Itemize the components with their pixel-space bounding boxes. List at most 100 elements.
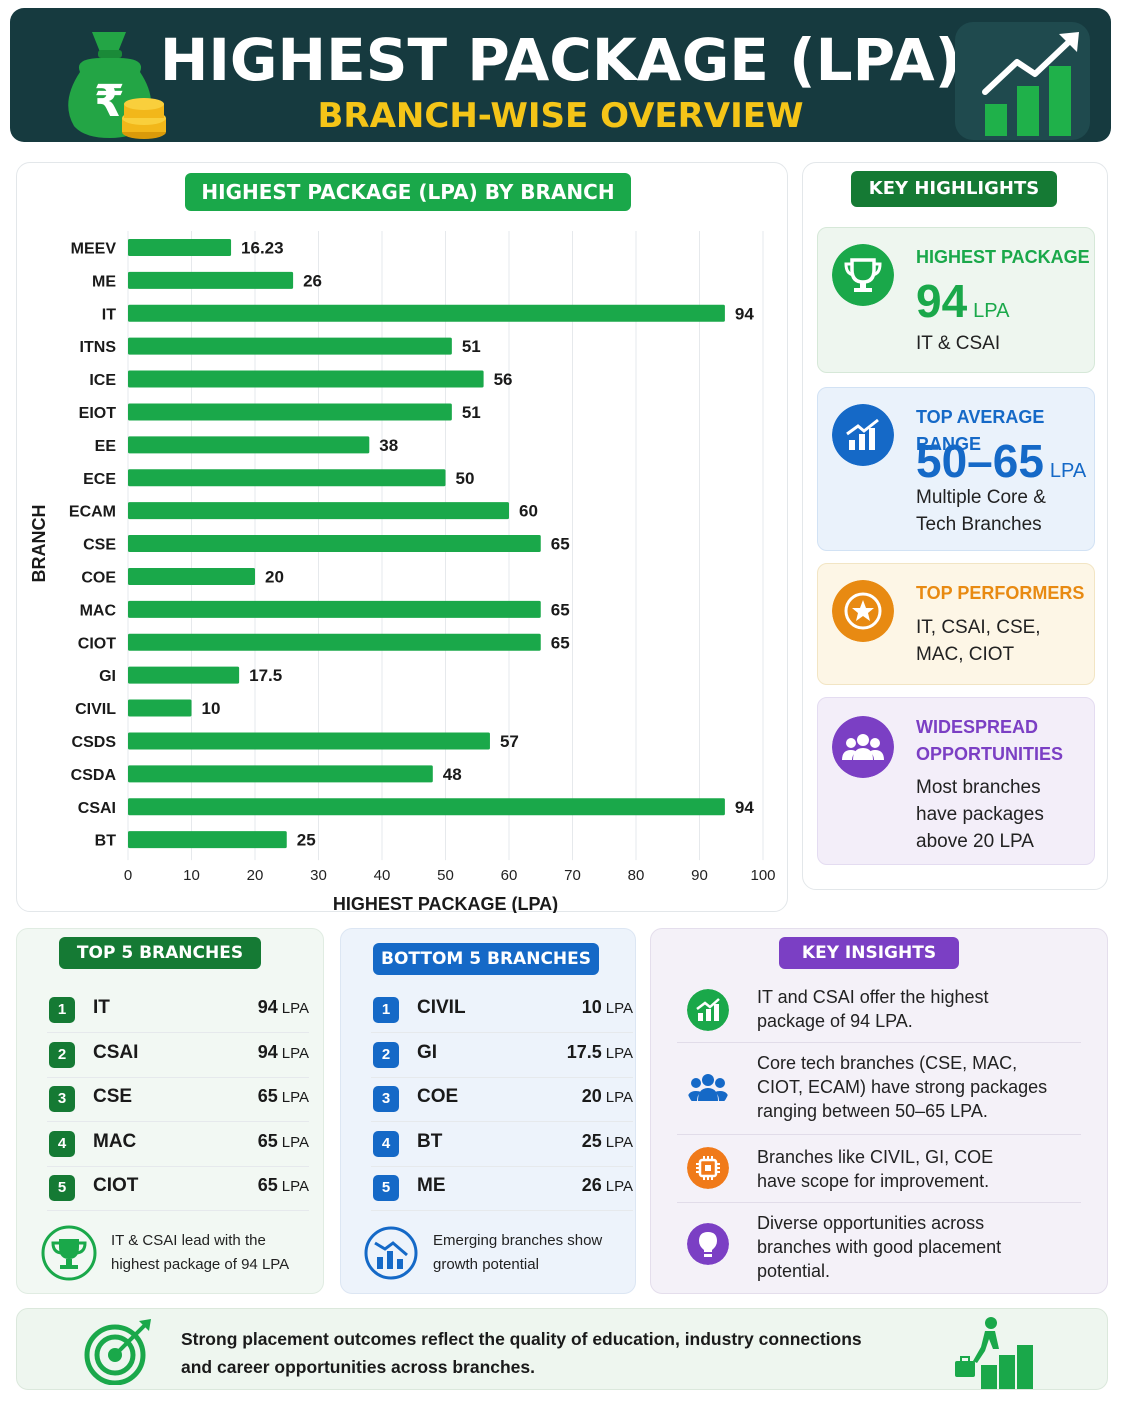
bar (128, 502, 509, 520)
x-tick-label: 0 (124, 867, 132, 884)
declining-chart-icon (364, 1226, 418, 1280)
footer-text: Strong placement outcomes reflect the qu… (181, 1329, 862, 1377)
y-tick-label: IT (102, 306, 116, 323)
package-value: 94 LPA (257, 997, 309, 1017)
data-label: 65 (551, 633, 570, 652)
bar-chart: 0 10 20 30 40 50 60 70 80 90 100 MEEV 16.23 ME 26 IT 94 I… (29, 231, 776, 913)
y-tick-label: GI (99, 668, 116, 685)
branch-name: BT (417, 1130, 443, 1152)
package-value: 25 LPA (581, 1130, 633, 1151)
page-subtitle: BRANCH-WISE OVERVIEW (317, 96, 804, 136)
branch-name: GI (417, 1041, 438, 1063)
highlights-panel: KEY HIGHLIGHTS HIGHEST PACKAGE 94 LPA IT … (802, 162, 1108, 890)
y-tick-label: ECAM (69, 504, 116, 521)
bar (128, 798, 725, 816)
trophy-icon (41, 1225, 97, 1281)
x-tick-label: 30 (310, 867, 327, 884)
bulb-icon (687, 1223, 729, 1265)
data-label: 16.23 (241, 238, 284, 257)
branch-name: CIOT (93, 1175, 139, 1196)
package-value: 94 LPA (257, 1041, 309, 1062)
y-tick-label: EE (95, 438, 117, 455)
data-label: 65 (551, 600, 570, 619)
top5-panel: TOP 5 BRANCHES 1 IT 94 LPA 2 CSAI 94 LPA 3 CSE 65 L… (16, 928, 324, 1294)
bar (128, 436, 370, 454)
y-tick-label: ECE (83, 471, 116, 488)
chart-up-icon (687, 989, 729, 1031)
chip-icon (687, 1147, 729, 1189)
branch-name: CIVIL (417, 997, 466, 1018)
bar (128, 831, 287, 849)
y-tick-label: CSE (83, 537, 116, 554)
branch-name: CSAI (93, 1041, 139, 1063)
highlight-heading: WIDESPREAD OPPORTUNITIES (916, 717, 1064, 764)
x-tick-label: 40 (374, 867, 391, 884)
growth-chart-icon (955, 22, 1090, 140)
top5-note: IT & CSAI lead with the highest package … (111, 1232, 290, 1273)
y-tick-label: BT (95, 833, 117, 850)
data-label: 10 (202, 699, 221, 718)
rank-number: 4 (373, 1130, 399, 1157)
insight-item: IT and CSAI offer the highest package of … (677, 979, 1081, 1043)
package-value: 26 LPA (581, 1175, 633, 1195)
bottom5-pill: BOTTOM 5 BRANCHES (373, 943, 599, 975)
money-bag-icon: ₹ (68, 32, 166, 139)
rank-number: 2 (373, 1041, 399, 1068)
package-value: 20 LPA (581, 1086, 633, 1106)
bar (128, 535, 541, 553)
highlight-value: 50–65 LPA (916, 435, 1087, 487)
footer-banner: Strong placement outcomes reflect the qu… (16, 1308, 1108, 1390)
highlight-heading: TOP AVERAGE RANGE (916, 407, 1045, 454)
bar (128, 403, 452, 421)
climbing-person-icon (955, 1317, 1033, 1389)
highlights-pill: KEY HIGHLIGHTS (851, 171, 1057, 207)
data-label: 56 (494, 370, 513, 389)
insight-item: Core tech branches (CSE, MAC, CIOT, ECAM)… (677, 1043, 1081, 1135)
bar (128, 699, 192, 717)
y-tick-label: ICE (89, 372, 116, 389)
data-label: 20 (265, 567, 284, 586)
y-tick-label: CSAI (78, 800, 116, 817)
insights-pill: KEY INSIGHTS (779, 937, 959, 969)
bar (128, 370, 484, 388)
highlight-body: Multiple Core & Tech Branches (916, 487, 1046, 535)
bar (128, 238, 232, 256)
data-label: 48 (443, 765, 462, 784)
branch-name: CSE (93, 1086, 133, 1107)
highlight-value: 94 LPA (916, 275, 1010, 327)
branch-name: COE (417, 1086, 459, 1107)
x-tick-label: 100 (750, 867, 775, 884)
x-tick-label: 60 (501, 867, 518, 884)
rank-number: 5 (373, 1175, 399, 1201)
rank-number: 1 (49, 997, 75, 1023)
data-label: 94 (735, 304, 754, 323)
y-tick-label: ITNS (80, 339, 117, 356)
y-tick-label: CSDS (72, 734, 117, 751)
data-label: 50 (456, 469, 475, 488)
x-tick-label: 20 (247, 867, 264, 884)
highlight-body: Most branches have packages above 20 LPA (916, 777, 1044, 852)
header-banner: ₹ HIGHEST PACKAGE (LPA) BRANCH-WISE OVER… (10, 8, 1111, 142)
top5-pill: TOP 5 BRANCHES (59, 937, 261, 969)
highlight-heading: TOP PERFORMERS (916, 583, 1085, 603)
bottom5-note: Emerging branches show growth potential (433, 1232, 603, 1273)
package-value: 65 LPA (257, 1086, 309, 1106)
rank-row: 4 BT 25 LPA (371, 1123, 633, 1167)
branch-name: IT (93, 997, 110, 1018)
rank-row: 4 MAC 65 LPA (47, 1123, 309, 1167)
data-label: 60 (519, 502, 538, 521)
y-tick-label: ME (92, 273, 116, 290)
rank-row: 2 GI 17.5 LPA (371, 1034, 633, 1078)
bottom5-panel: BOTTOM 5 BRANCHES 1 CIVIL 10 LPA 2 GI 17.5 LPA 3… (340, 928, 636, 1294)
data-label: 65 (551, 535, 570, 554)
bar (128, 337, 452, 355)
data-label: 94 (735, 798, 754, 817)
chart-title-pill: HIGHEST PACKAGE (LPA) BY BRANCH (185, 173, 631, 211)
insights-panel: KEY INSIGHTS IT and CSAI offer the highe… (650, 928, 1108, 1294)
x-tick-label: 50 (437, 867, 454, 884)
highlight-card-highest: HIGHEST PACKAGE 94 LPA IT & CSAI (817, 227, 1095, 373)
star-badge-icon (832, 580, 894, 642)
rank-row: 5 CIOT 65 LPA (47, 1167, 309, 1211)
x-tick-label: 70 (564, 867, 581, 884)
chart-up-icon (832, 404, 894, 466)
